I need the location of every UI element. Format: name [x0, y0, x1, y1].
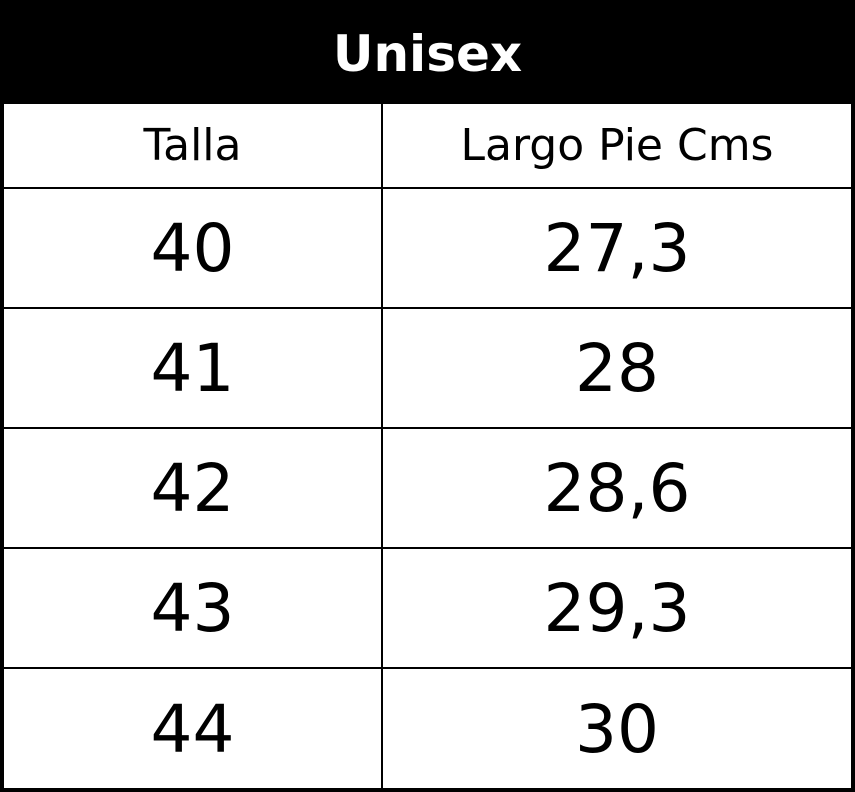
data-row: 43 29,3: [4, 549, 851, 669]
data-row: 40 27,3: [4, 189, 851, 309]
data-cell: 43: [4, 549, 383, 667]
header-cell: Largo Pie Cms: [460, 120, 774, 171]
data-row: 44 30: [4, 669, 851, 789]
data-row: 41 28: [4, 309, 851, 429]
data-cell: 42: [4, 429, 383, 547]
data-row: 42 28,6: [4, 429, 851, 549]
header-row: Talla Largo Pie Cms: [4, 104, 851, 189]
table-title: Unisex: [4, 4, 851, 104]
data-cell: 28: [575, 329, 659, 407]
data-cell: 40: [4, 189, 383, 307]
data-cell: 41: [4, 309, 383, 427]
data-cell: 44: [4, 669, 383, 789]
data-cell: 27,3: [543, 209, 691, 287]
data-cell: 29,3: [543, 569, 691, 647]
header-cell: Talla: [4, 104, 383, 187]
data-cell: 30: [575, 690, 659, 768]
data-cell: 28,6: [543, 449, 691, 527]
